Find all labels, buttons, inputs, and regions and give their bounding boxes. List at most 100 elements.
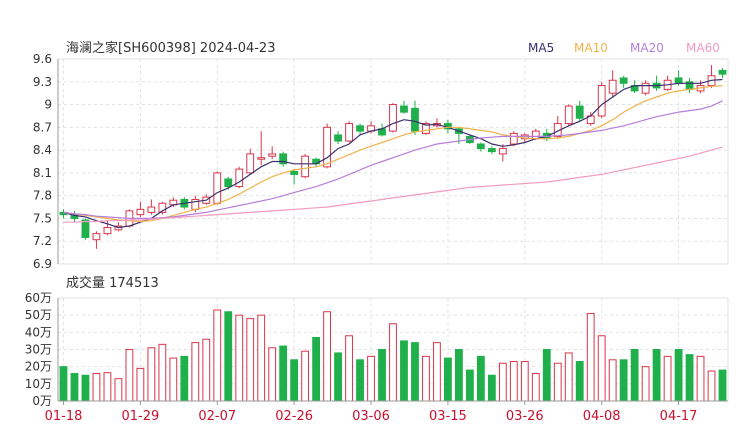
volume-bar: [509, 361, 518, 402]
volume-bar: [279, 345, 288, 402]
candle: [92, 231, 101, 249]
candle-body-up: [608, 79, 617, 94]
volume-bar: [685, 354, 694, 402]
candle: [389, 103, 397, 133]
candle-body-up: [92, 233, 101, 241]
candle-body-up: [564, 105, 573, 125]
candle: [400, 100, 408, 114]
volume-bar: [586, 312, 595, 402]
volume-bar: [158, 343, 167, 402]
candle: [301, 153, 310, 179]
volume-bar: [619, 359, 628, 402]
candle: [103, 219, 112, 236]
candle-body-down: [476, 143, 485, 150]
candle-body-up: [136, 208, 145, 216]
candle: [597, 81, 606, 119]
candle: [378, 123, 386, 137]
candle-body-down: [674, 77, 683, 84]
volume-bar: [81, 374, 90, 402]
kline-y-tick: 9: [44, 98, 52, 112]
volume-bar: [498, 362, 507, 402]
candle: [235, 166, 244, 189]
candle: [279, 151, 288, 167]
volume-bar: [575, 361, 584, 402]
candle: [334, 131, 342, 145]
date-tick-label: 02-07: [198, 409, 236, 424]
candle-body-up: [597, 85, 606, 117]
volume-bar: [268, 347, 277, 402]
candle: [575, 100, 584, 122]
legend-ma20: MA20: [630, 41, 664, 55]
volume-bar: [257, 314, 266, 402]
volume-y-tick: 50万: [25, 308, 52, 322]
candle: [290, 169, 299, 185]
volume-title: 成交量 174513: [66, 275, 159, 291]
date-tick-label: 03-26: [506, 409, 544, 424]
candle-body-up: [147, 206, 156, 213]
date-tick-label: 04-08: [583, 409, 621, 424]
volume-bar: [652, 349, 661, 402]
volume-bar: [542, 349, 551, 402]
date-tick-label: 04-17: [660, 409, 698, 424]
volume-bar: [290, 359, 299, 402]
candle-body-up: [301, 155, 310, 178]
volume-bar: [454, 349, 463, 402]
candle: [663, 75, 672, 91]
volume-bar: [367, 355, 375, 402]
candle-body-up: [498, 148, 507, 155]
candle: [356, 123, 364, 135]
candle-body-up: [531, 130, 540, 140]
volume-y-tick: 60万: [25, 291, 52, 305]
legend-ma10: MA10: [574, 41, 608, 55]
candle: [158, 201, 167, 215]
volume-y-tick: 20万: [25, 360, 52, 374]
date-tick-label: 01-29: [121, 409, 159, 424]
volume-bar: [696, 355, 705, 402]
candle: [509, 131, 518, 147]
volume-bar: [663, 355, 672, 402]
volume-bar: [531, 373, 540, 402]
legend-ma5: MA5: [528, 41, 554, 55]
kline-y-tick: 6.9: [33, 257, 52, 271]
candle-body-up: [422, 123, 430, 134]
candle-body-up: [103, 227, 112, 235]
candle: [498, 144, 507, 162]
candle-body-down: [334, 134, 342, 142]
volume-bar: [202, 338, 211, 402]
candle-body-down: [290, 170, 299, 175]
volume-bar: [476, 355, 485, 402]
candle: [652, 75, 661, 91]
ma5-line: [63, 78, 723, 229]
candle-body-down: [619, 77, 628, 84]
candle: [246, 148, 255, 175]
date-tick-label: 02-26: [275, 409, 313, 424]
candle-body-up: [641, 82, 650, 94]
candle: [268, 146, 277, 160]
volume-bar: [345, 335, 353, 402]
candle-body-up: [213, 172, 222, 204]
date-tick-label: 01-18: [45, 409, 83, 424]
candle-body-up: [268, 153, 277, 157]
candle-body-down: [411, 107, 419, 132]
kline-y-tick: 8.4: [33, 143, 52, 157]
candle-body-down: [81, 219, 90, 238]
volume-bar: [378, 349, 386, 402]
ma-legend: MA5 MA10 MA20 MA60: [528, 41, 720, 55]
candle: [323, 123, 332, 169]
candle-body-up: [257, 157, 266, 160]
candle-body-down: [575, 105, 584, 119]
volume-bar: [224, 311, 233, 402]
volume-y-axis: 60万 50万 40万 30万 20万 10万 0万: [25, 291, 729, 408]
kline-grid: [58, 58, 728, 265]
date-axis: 01-18 01-29 02-07 02-26 03-06 03-15 03-26 04-08…: [45, 400, 728, 424]
volume-bar: [520, 361, 529, 402]
candle: [147, 199, 156, 215]
candle-body-down: [718, 69, 727, 75]
candle: [257, 131, 266, 166]
candle-body-up: [389, 104, 397, 132]
kline-y-tick: 8.7: [33, 120, 52, 134]
volume-bars: [59, 309, 727, 402]
ma60-line: [63, 146, 723, 223]
ma20-line: [63, 100, 723, 219]
candle-body-up: [235, 168, 244, 188]
